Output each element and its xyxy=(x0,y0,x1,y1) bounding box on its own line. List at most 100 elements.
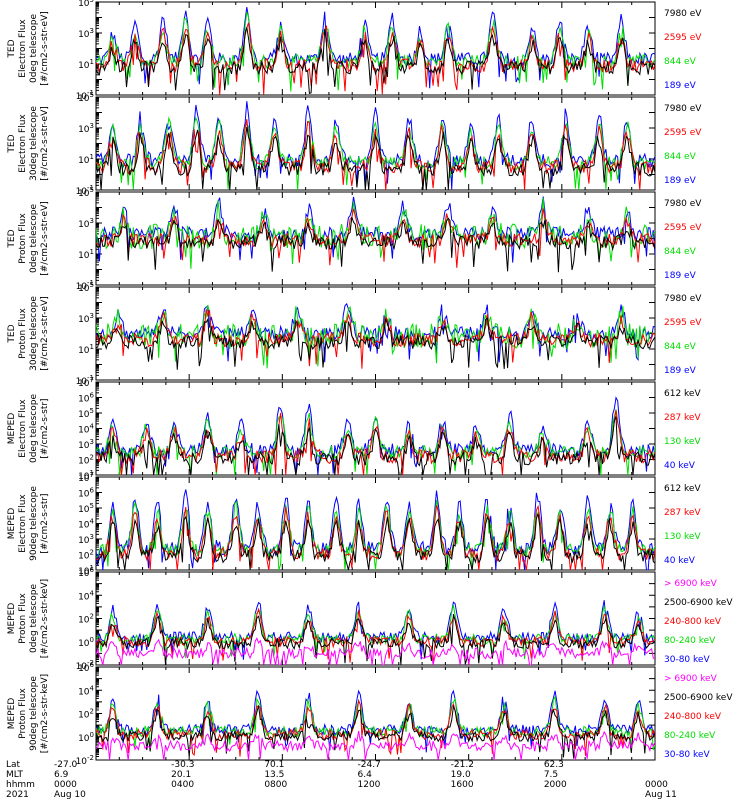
legend-entry: 40 keV xyxy=(664,461,696,471)
series-trace xyxy=(96,489,655,570)
y-tick-label: 106 xyxy=(78,661,94,674)
y-tick-label: 10-2 xyxy=(76,659,94,672)
legend-entry: 189 eV xyxy=(664,271,697,281)
y-tick-label: 106 xyxy=(78,392,94,405)
y-axis-label: TED xyxy=(7,39,17,58)
x-tick-label: 0000 xyxy=(645,780,668,790)
x-tick-label: 1200 xyxy=(358,780,381,790)
y-tick-label: 104 xyxy=(78,423,94,436)
legend-entry: 30-80 keV xyxy=(664,655,710,665)
data-traces xyxy=(96,489,655,570)
y-tick-label: 100 xyxy=(78,636,94,649)
panel-8: 10-2 100 102 104 106 MEPED Proton Flux 90deg te… xyxy=(7,661,733,767)
y-tick-label: 105 xyxy=(78,281,94,294)
series-trace xyxy=(96,101,655,190)
data-traces xyxy=(96,396,655,475)
series-trace xyxy=(96,637,655,665)
y-tick-label: 101 xyxy=(78,564,94,577)
legend-entry: 7980 eV xyxy=(664,104,702,114)
x-tick-label: 70.1 xyxy=(264,760,284,770)
y-tick-label: 10-1 xyxy=(76,89,94,102)
legend-entry: 80-240 keV xyxy=(664,636,716,646)
series-trace xyxy=(96,704,655,759)
y-tick-label: 104 xyxy=(78,589,94,602)
legend-entry: 189 eV xyxy=(664,176,697,186)
legend-entry: > 6900 keV xyxy=(664,579,718,589)
x-tick-label: 7.5 xyxy=(544,770,558,780)
series-trace xyxy=(96,730,655,760)
y-tick-label: 106 xyxy=(78,566,94,579)
data-traces xyxy=(96,302,655,370)
series-trace xyxy=(96,216,655,273)
y-axis-label: Electron Flux xyxy=(18,399,28,458)
y-axis-label: TED xyxy=(7,134,17,153)
y-tick-label: 102 xyxy=(78,613,94,626)
y-tick-label: 102 xyxy=(78,708,94,721)
legend-entry: 844 eV xyxy=(664,247,697,257)
y-axis-label: [#/cm2-s-str] xyxy=(40,398,50,458)
x-row-label: Lat xyxy=(6,760,21,770)
x-tick-label: 19.0 xyxy=(451,770,471,780)
legend-entry: 2500-6900 keV xyxy=(664,598,733,608)
x-tick-label: 0800 xyxy=(264,780,287,790)
y-tick-label: 104 xyxy=(78,518,94,531)
legend-entry: 80-240 keV xyxy=(664,731,716,741)
legend-entry: 130 keV xyxy=(664,437,701,447)
legend-entry: 2595 eV xyxy=(664,128,702,138)
data-traces xyxy=(96,689,655,760)
panel-5: 101 102 103 104 105 106 107 MEPED Electron Flux 0… xyxy=(7,376,701,482)
panel-2: 10-1 101 103 105 TED Electron Flux 30deg teles… xyxy=(7,91,702,197)
series-trace xyxy=(96,396,655,475)
y-axis-label: 90deg telescope xyxy=(29,486,39,561)
y-axis-label: TED xyxy=(7,229,17,248)
y-tick-label: 101 xyxy=(78,469,94,482)
x-tick-label: -24.7 xyxy=(358,760,381,770)
series-trace xyxy=(96,613,655,665)
y-axis-label: MEPED xyxy=(7,508,17,540)
y-axis-label: [#/cm2-s-str-keV] xyxy=(40,674,50,753)
y-axis-label: TED xyxy=(7,324,17,343)
y-axis-label: 30deg telescope xyxy=(29,296,39,371)
series-trace xyxy=(96,116,655,190)
panel-7: 10-2 100 102 104 106 MEPED Proton Flux 0deg tel… xyxy=(7,566,733,672)
x-tick-label: 0000 xyxy=(54,780,77,790)
series-trace xyxy=(96,119,655,190)
x-tick-label: 62.3 xyxy=(544,760,564,770)
series-trace xyxy=(96,197,655,269)
y-tick-label: 10-1 xyxy=(76,184,94,197)
series-trace xyxy=(96,607,655,665)
y-axis-label: [#/cm2-s-str] xyxy=(40,493,50,553)
x-tick-label: 1600 xyxy=(451,780,474,790)
y-tick-label: 106 xyxy=(78,487,94,500)
y-axis-label: [#/cm2-s-str-eV] xyxy=(40,11,50,86)
y-axis-label: Electron Flux xyxy=(18,114,28,173)
x-tick-label: 6.4 xyxy=(358,770,373,780)
x-tick-label: -27.0 xyxy=(54,760,78,770)
x-tick-label: 6.9 xyxy=(54,770,69,780)
y-axis-label: 0deg telescope xyxy=(29,394,39,464)
panel-3: 10-1 101 103 105 TED Proton Flux 0deg telescop… xyxy=(7,186,702,292)
legend-entry: 2595 eV xyxy=(664,33,702,43)
y-tick-label: 104 xyxy=(78,684,94,697)
y-axis-label: Electron Flux xyxy=(18,19,28,78)
x-tick-label: 13.5 xyxy=(264,770,284,780)
y-tick-label: 103 xyxy=(78,27,94,40)
y-axis-label: 30deg telescope xyxy=(29,106,39,181)
y-axis-label: Proton Flux xyxy=(18,213,28,264)
y-axis-label: MEPED xyxy=(7,698,17,730)
legend-entry: 844 eV xyxy=(664,152,697,162)
series-trace xyxy=(96,317,655,370)
y-axis-label: 0deg telescope xyxy=(29,14,39,84)
y-axis-label: MEPED xyxy=(7,413,17,445)
legend-entry: 189 eV xyxy=(664,366,697,376)
y-axis-label: Proton Flux xyxy=(18,688,28,739)
legend-entry: 612 keV xyxy=(664,484,701,494)
panel-1: 10-1 101 103 105 TED Electron Flux 0deg telesc… xyxy=(7,0,702,102)
y-tick-label: 101 xyxy=(78,58,94,71)
y-tick-label: 101 xyxy=(78,153,94,166)
y-axis-label: [#/cm2-s-str-eV] xyxy=(40,296,50,371)
y-tick-label: 10-2 xyxy=(76,754,94,767)
y-tick-label: 100 xyxy=(78,731,94,744)
